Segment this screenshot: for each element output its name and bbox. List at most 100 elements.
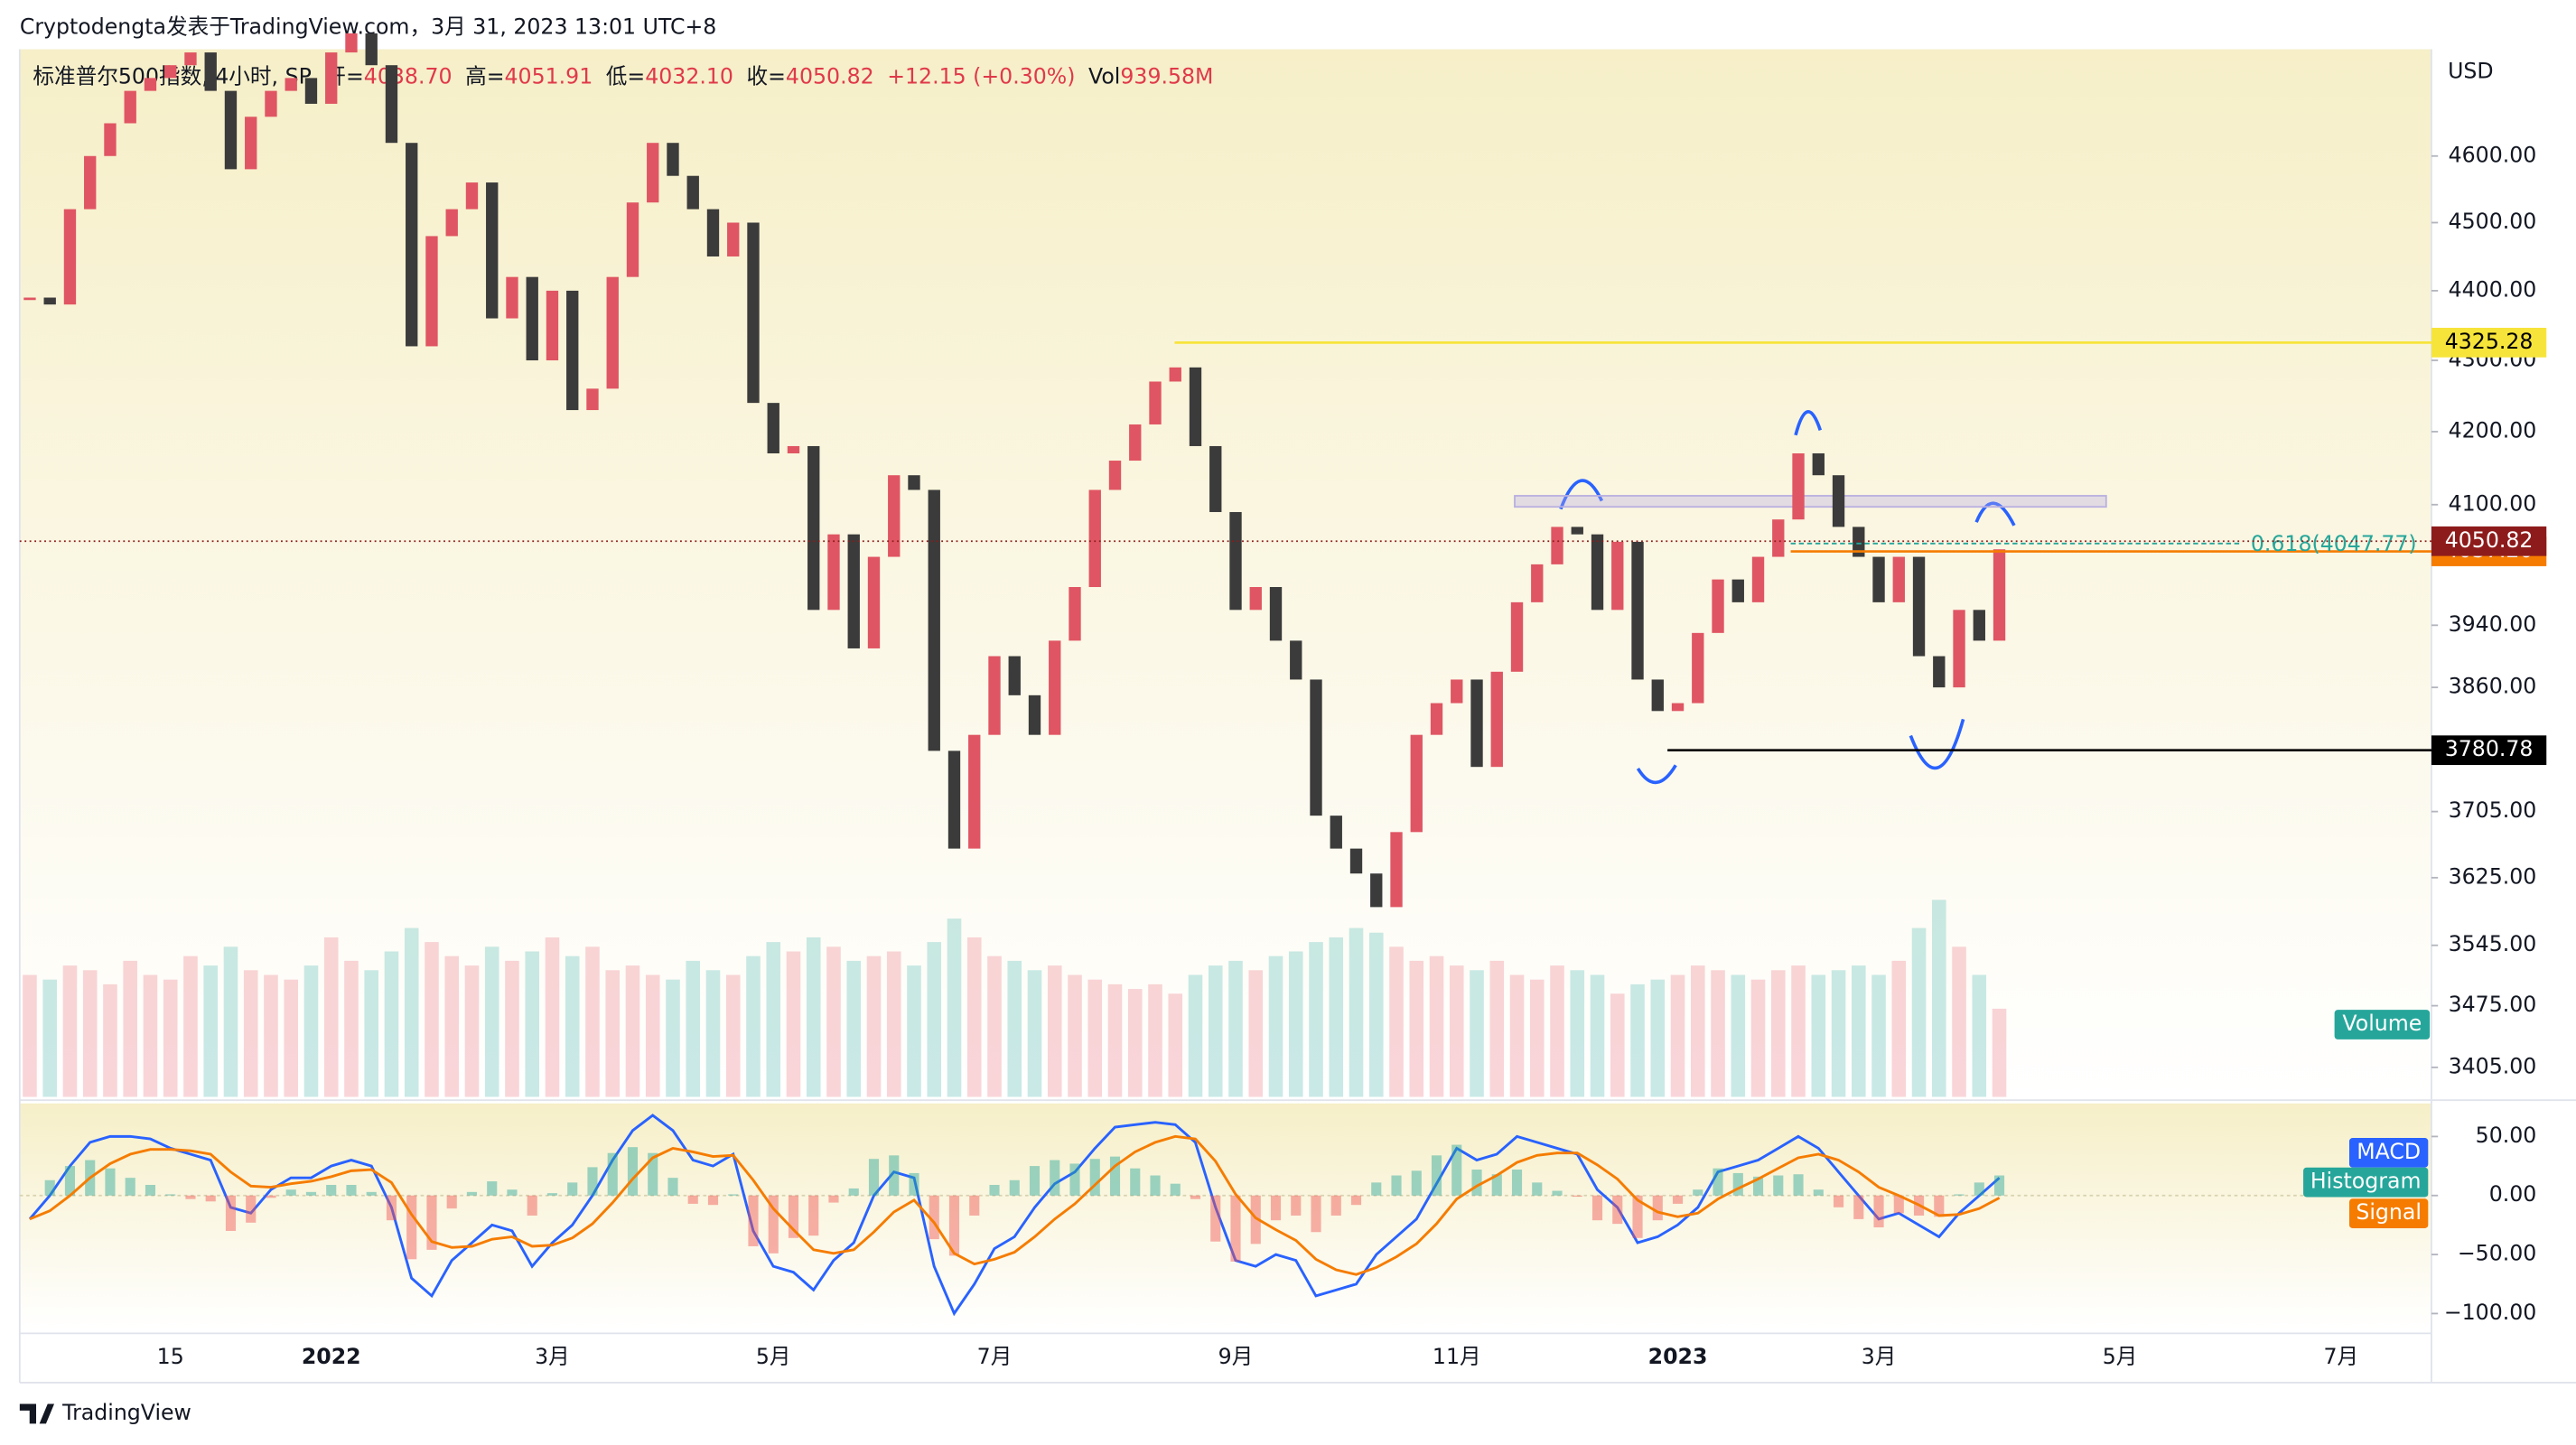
macd-line [28,1114,2001,1317]
histogram-bar [1471,1170,1482,1196]
candle [1088,489,1101,588]
volume-bar [987,956,1002,1097]
open-value: 4038.70 [364,63,453,89]
candle [1712,579,1724,633]
histogram-bar [969,1195,980,1216]
candle [144,78,157,91]
volume-bar [846,960,862,1097]
arc [1559,479,1604,510]
vol-label: Vol [1088,63,1120,89]
volume-bar [1891,960,1907,1097]
candle [1169,367,1181,382]
price-pane [19,49,2431,1097]
arc [1794,410,1823,436]
histogram-bar [246,1195,257,1223]
candle [968,734,981,849]
volume-bar [103,984,117,1097]
change: +12.15 (+0.30%) [887,63,1075,89]
candle [104,123,117,156]
volume-bar [866,956,882,1097]
histogram-bar [828,1195,839,1203]
y2-tick-label: 50.00 [2476,1123,2537,1148]
candle [124,90,136,124]
candle [1973,610,1985,641]
volume-bar [705,970,721,1097]
volume-bar [1409,960,1424,1097]
candle [1108,461,1122,490]
histogram-bar [1029,1166,1041,1196]
candle [546,290,559,361]
candle [1229,511,1242,611]
volume-bar [1750,979,1766,1097]
candle [626,202,639,277]
candle [285,78,297,91]
candle [1129,424,1142,461]
candle [1832,475,1845,527]
x-tick-label: 5月 [2103,1344,2138,1369]
candle [847,534,860,648]
candle [1451,679,1463,704]
histogram-bar [1974,1182,1984,1196]
histogram-bar [507,1189,518,1196]
histogram-bar [1270,1195,1282,1221]
volume-bar [264,974,278,1097]
histogram-bar [1411,1170,1422,1196]
volume-bar [1711,970,1725,1097]
histogram-bar [446,1195,457,1209]
y-tick-label: 4100.00 [2449,490,2537,516]
candle [1631,541,1644,680]
volume-bar [725,974,741,1097]
histogram-bar [1350,1195,1362,1206]
histogram-bar [1391,1175,1402,1196]
candle [1249,587,1262,611]
volume-bar [1570,970,1585,1097]
volume-bar [404,928,419,1097]
brand: TradingView [19,1400,191,1425]
candle [1189,367,1202,446]
y-tick-label: 3405.00 [2449,1053,2537,1078]
histogram-bar [1672,1195,1684,1204]
candle [1571,527,1583,535]
volume-bar [223,946,238,1097]
histogram-bar [648,1152,658,1196]
volume-bar [1068,974,1082,1097]
close-label: 收= [747,63,786,89]
volume-bar [1127,989,1143,1097]
volume-bar [1208,965,1223,1097]
volume-bar [384,951,399,1097]
candle [606,276,619,389]
volume-bar [1972,974,1987,1097]
candle [1370,873,1383,908]
candle [1390,832,1403,908]
y2-tick-label: −50.00 [2458,1241,2536,1266]
y-tick-label: 3475.00 [2449,992,2537,1017]
candle [947,750,961,849]
histogram-bar [1572,1195,1582,1198]
y-tick-label: 4400.00 [2449,276,2537,302]
high-label: 高= [465,63,504,89]
volume-bar [1470,970,1484,1097]
histogram-bar [1833,1195,1844,1207]
legend-label: MACD [2357,1139,2421,1164]
low-label: 低= [606,63,645,89]
histogram-bar [1632,1195,1643,1238]
histogram-bar [426,1195,437,1250]
y-tick-label: 4600.00 [2449,142,2537,167]
currency: USD [2448,59,2493,84]
histogram-bar [466,1191,478,1196]
candle [1470,679,1483,768]
candle [325,52,338,104]
histogram-bar [607,1152,618,1196]
candle [1933,656,1946,688]
histogram-bar [145,1184,156,1196]
candle [23,297,36,301]
histogram-bar [326,1184,337,1196]
candle [686,175,699,210]
candle [304,78,318,104]
histogram-bar [1250,1195,1261,1245]
histogram-bar [1713,1168,1723,1196]
candle [928,489,940,751]
candle [767,403,779,453]
brand-name: TradingView [61,1400,191,1425]
